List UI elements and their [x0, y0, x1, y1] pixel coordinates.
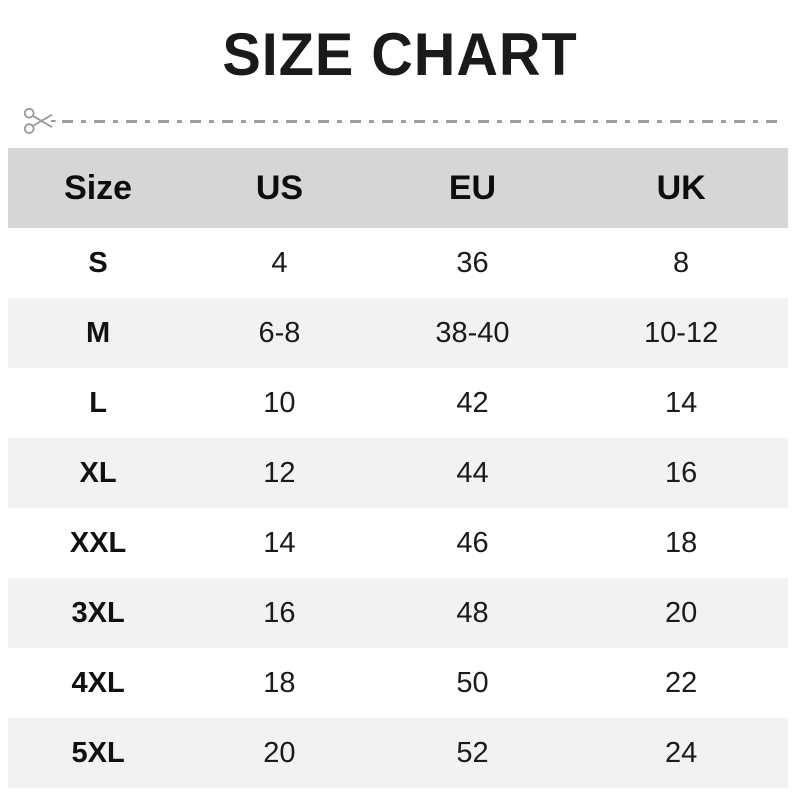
cell-us: 18 [263, 666, 296, 699]
column-header-uk: UK [656, 168, 706, 207]
cell-eu: 48 [456, 596, 489, 629]
scissors-icon [23, 107, 56, 134]
column-header-size: Size [64, 168, 133, 207]
table-row: XL 12 44 16 [8, 438, 788, 508]
cell-us: 10 [263, 386, 296, 419]
cell-us: 16 [263, 596, 296, 629]
cell-uk: 14 [664, 386, 698, 419]
cell-uk: 24 [664, 736, 698, 769]
cell-eu: 50 [456, 666, 489, 699]
cell-us: 20 [263, 736, 296, 769]
cell-size: 5XL [71, 736, 125, 769]
table-row: M 6-8 38-40 10-12 [8, 298, 788, 368]
cell-uk: 20 [664, 596, 698, 629]
cell-size: 4XL [71, 666, 125, 699]
cell-us: 6-8 [258, 316, 301, 349]
cell-eu: 52 [456, 736, 489, 769]
table-row: 5XL 20 52 24 [8, 718, 788, 788]
table-row: 3XL 16 48 20 [8, 578, 788, 648]
cell-size: L [89, 386, 107, 419]
cell-uk: 8 [673, 246, 690, 279]
column-header-us: US [255, 168, 304, 207]
cell-uk: 16 [664, 456, 698, 489]
table-row: XXL 14 46 18 [8, 508, 788, 578]
cell-eu: 44 [456, 456, 489, 489]
table-header-row: Size US EU UK [8, 148, 788, 228]
cell-eu: 36 [456, 246, 489, 279]
table-row: S 4 36 8 [8, 228, 788, 298]
cell-uk: 18 [664, 526, 698, 559]
cell-size: 3XL [71, 596, 125, 629]
column-header-eu: EU [448, 168, 497, 207]
cell-size: XL [79, 456, 117, 489]
cell-size: M [86, 316, 111, 349]
cut-line [22, 103, 778, 139]
size-table: Size US EU UK S 4 36 8 M 6-8 38-40 10-12… [8, 148, 788, 788]
cell-size: S [88, 246, 108, 279]
cell-eu: 46 [456, 526, 489, 559]
cell-size: XXL [69, 526, 127, 559]
cell-us: 12 [263, 456, 296, 489]
cell-us: 4 [271, 246, 288, 279]
cell-uk: 22 [664, 666, 698, 699]
cell-eu: 38-40 [435, 316, 510, 349]
table-row: L 10 42 14 [8, 368, 788, 438]
page-title: SIZE CHART [222, 21, 578, 88]
cell-uk: 10-12 [644, 316, 719, 349]
table-row: 4XL 18 50 22 [8, 648, 788, 718]
cell-eu: 42 [456, 386, 489, 419]
dashed-cut-line [62, 120, 778, 123]
cell-us: 14 [263, 526, 296, 559]
